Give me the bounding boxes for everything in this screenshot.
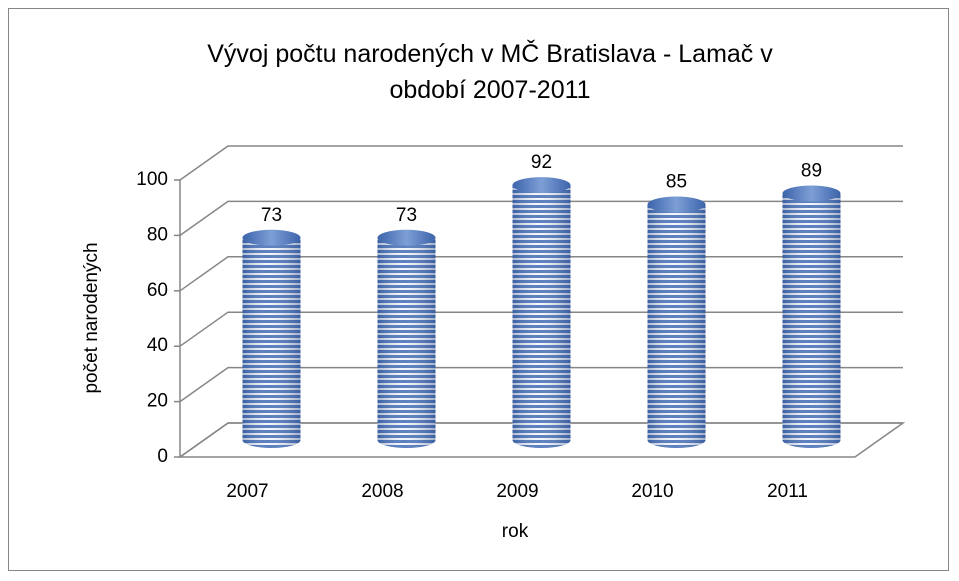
x-axis-label: rok — [502, 521, 529, 542]
value-label: 73 — [261, 205, 282, 226]
x-tick-label: 2007 — [226, 481, 268, 502]
x-tick-label: 2009 — [496, 481, 538, 502]
y-tick-label: 100 — [136, 169, 168, 190]
chart-frame — [8, 8, 949, 571]
cylinder-top — [782, 185, 841, 202]
x-tick-label: 2011 — [767, 481, 808, 502]
cylinder-top — [647, 196, 706, 213]
y-tick-label: 40 — [147, 335, 168, 356]
y-tick-label: 20 — [147, 391, 168, 412]
grid-line — [179, 145, 903, 181]
y-tick-label: 0 — [157, 446, 168, 467]
y-tick-label: 60 — [147, 280, 168, 301]
y-tick-label: 80 — [147, 224, 168, 245]
cylinder-shade — [242, 237, 301, 448]
value-label: 85 — [666, 172, 687, 193]
cylinder-shade — [512, 185, 571, 448]
x-tick-label: 2010 — [631, 481, 673, 502]
cylinder-top — [512, 177, 571, 194]
cylinder-shade — [377, 237, 436, 448]
cylinder-top — [377, 229, 436, 246]
cylinder-shade — [782, 193, 841, 448]
chart-title: Vývoj počtu narodených v MČ Bratislava -… — [207, 40, 773, 104]
cylinder-top — [242, 229, 301, 246]
x-tick-label: 2008 — [361, 481, 403, 502]
value-label: 92 — [531, 152, 552, 173]
value-label: 73 — [396, 205, 417, 226]
value-label: 89 — [801, 160, 822, 181]
cylinder-shade — [647, 204, 706, 448]
y-axis-label: počet narodených — [81, 242, 102, 393]
